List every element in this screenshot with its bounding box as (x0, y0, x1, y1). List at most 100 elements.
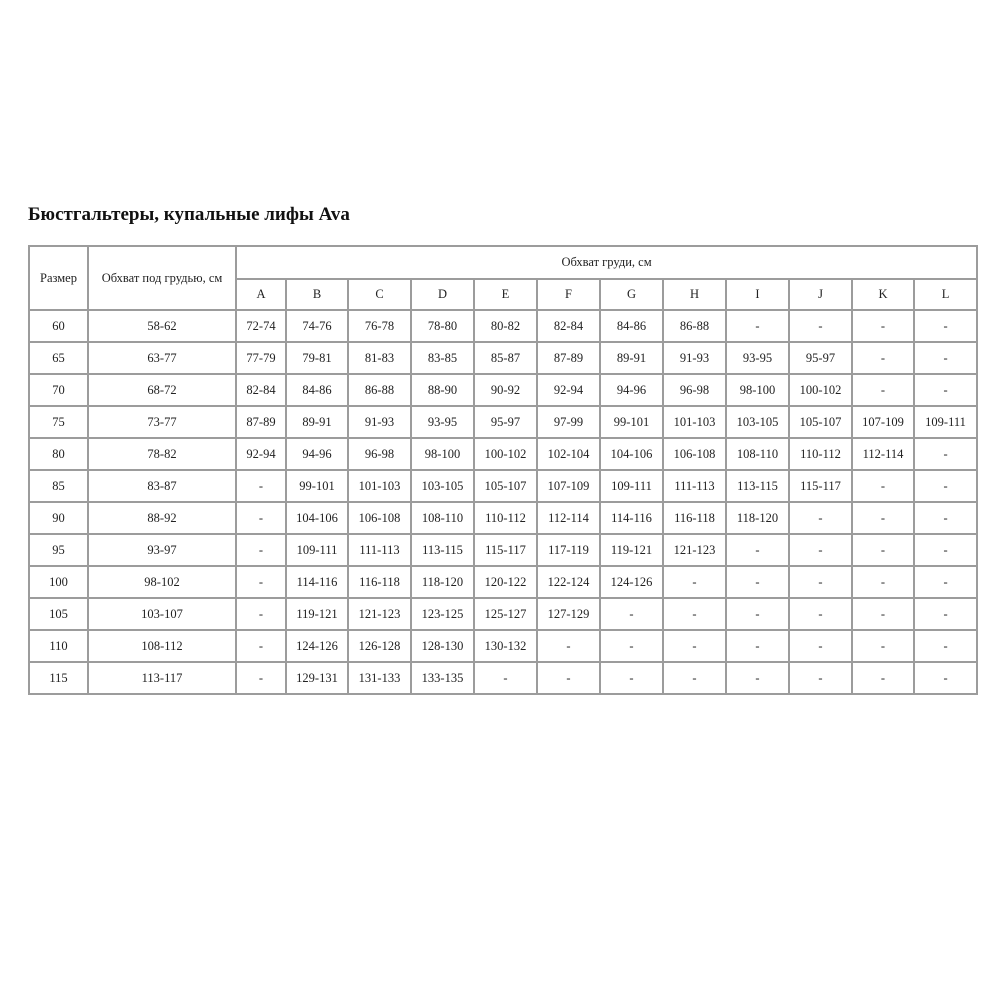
bust-cell: - (662, 629, 727, 663)
bust-cell: 81-83 (347, 341, 412, 375)
size-cell: 85 (28, 469, 89, 503)
bust-cell: 83-85 (410, 341, 475, 375)
underbust-cell: 68-72 (87, 373, 237, 407)
bust-cell: 100-102 (788, 373, 853, 407)
size-cell: 70 (28, 373, 89, 407)
cup-header-i: I (725, 278, 790, 311)
bust-cell: 110-112 (473, 501, 538, 535)
cup-header-c: C (347, 278, 412, 311)
bust-cell: - (473, 661, 538, 695)
bust-cell: 92-94 (235, 437, 287, 471)
bust-cell: - (912, 565, 979, 599)
bust-cell: 128-130 (410, 629, 475, 663)
bust-cell: 115-117 (788, 469, 853, 503)
bust-cell: 89-91 (285, 405, 349, 439)
bust-cell: - (788, 309, 853, 343)
bust-cell: - (851, 597, 915, 631)
bust-cell: - (235, 501, 287, 535)
bust-cell: - (599, 661, 664, 695)
bust-cell: 82-84 (235, 373, 287, 407)
bust-header: Обхват груди, см (234, 245, 979, 280)
bust-cell: - (788, 533, 853, 567)
bust-cell: - (851, 501, 915, 535)
underbust-cell: 78-82 (87, 437, 237, 471)
bust-cell: 101-103 (662, 405, 727, 439)
size-table: Размер Обхват под грудью, см Обхват груд… (28, 245, 979, 695)
bust-cell: 93-95 (725, 341, 790, 375)
bust-cell: 97-99 (536, 405, 601, 439)
bust-cell: 111-113 (347, 533, 412, 567)
bust-cell: 87-89 (235, 405, 287, 439)
bust-cell: 96-98 (347, 437, 412, 471)
table-row: 90 88-92-104-106 106-108 108-110 110-112 112-… (28, 501, 979, 535)
cup-header-e: E (473, 278, 538, 311)
bust-cell: 99-101 (285, 469, 349, 503)
bust-cell: - (912, 341, 979, 375)
bust-cell: 108-110 (410, 501, 475, 535)
bust-cell: - (725, 629, 790, 663)
bust-cell: 119-121 (285, 597, 349, 631)
bust-cell: 119-121 (599, 533, 664, 567)
bust-cell: - (912, 309, 979, 343)
bust-cell: 133-135 (410, 661, 475, 695)
bust-cell: - (912, 597, 979, 631)
bust-cell: - (851, 533, 915, 567)
size-header: Размер (28, 245, 89, 311)
bust-cell: - (235, 597, 287, 631)
bust-cell: - (788, 501, 853, 535)
bust-cell: 120-122 (473, 565, 538, 599)
bust-cell: 109-111 (285, 533, 349, 567)
table-row: 75 73-77 87-89 89-91 91-93 93-95 95-97 97-99 99-… (28, 405, 979, 439)
table-row: 85 83-87-99-101 101-103 103-105 105-107 107-1… (28, 469, 979, 503)
underbust-cell: 108-112 (87, 629, 237, 663)
underbust-cell: 58-62 (87, 309, 237, 343)
bust-cell: 82-84 (536, 309, 601, 343)
cup-header-g: G (599, 278, 664, 311)
bust-cell: - (662, 565, 727, 599)
underbust-cell: 88-92 (87, 501, 237, 535)
bust-cell: 114-116 (285, 565, 349, 599)
bust-cell: 88-90 (410, 373, 475, 407)
bust-cell: 110-112 (788, 437, 853, 471)
bust-cell: - (235, 469, 287, 503)
bust-cell: 84-86 (285, 373, 349, 407)
bust-cell: 79-81 (285, 341, 349, 375)
bust-cell: 96-98 (662, 373, 727, 407)
bust-cell: 103-105 (410, 469, 475, 503)
bust-cell: 117-119 (536, 533, 601, 567)
bust-cell: 122-124 (536, 565, 601, 599)
size-cell: 110 (28, 629, 89, 663)
bust-cell: 113-115 (725, 469, 790, 503)
bust-cell: 104-106 (285, 501, 349, 535)
table-row: 100 98-102-114-116 116-118 118-120 120-122 12… (28, 565, 979, 599)
underbust-header: Обхват под грудью, см (87, 245, 237, 311)
cup-header-j: J (788, 278, 853, 311)
bust-cell: 93-95 (410, 405, 475, 439)
bust-cell: 113-115 (410, 533, 475, 567)
table-body: 60 58-62 72-74 74-76 76-78 78-80 80-82 82-84 84-… (28, 309, 979, 695)
bust-cell: 125-127 (473, 597, 538, 631)
bust-cell: - (851, 661, 915, 695)
bust-cell: - (912, 629, 979, 663)
bust-cell: - (912, 469, 979, 503)
bust-cell: - (788, 565, 853, 599)
bust-cell: 116-118 (347, 565, 412, 599)
cup-header-k: K (851, 278, 915, 311)
bust-cell: 94-96 (599, 373, 664, 407)
table-row: 105 103-107-119-121 121-123 123-125 125-127 1… (28, 597, 979, 631)
size-cell: 105 (28, 597, 89, 631)
bust-cell: - (851, 629, 915, 663)
table-row: 70 68-72 82-84 84-86 86-88 88-90 90-92 92-94 94-… (28, 373, 979, 407)
cup-header-d: D (410, 278, 475, 311)
size-cell: 115 (28, 661, 89, 695)
bust-cell: 85-87 (473, 341, 538, 375)
bust-cell: - (788, 661, 853, 695)
bust-cell: 118-120 (410, 565, 475, 599)
bust-cell: 112-114 (536, 501, 601, 535)
bust-cell: - (912, 501, 979, 535)
bust-cell: - (788, 597, 853, 631)
bust-cell: - (912, 437, 979, 471)
bust-cell: 99-101 (599, 405, 664, 439)
bust-cell: - (725, 661, 790, 695)
